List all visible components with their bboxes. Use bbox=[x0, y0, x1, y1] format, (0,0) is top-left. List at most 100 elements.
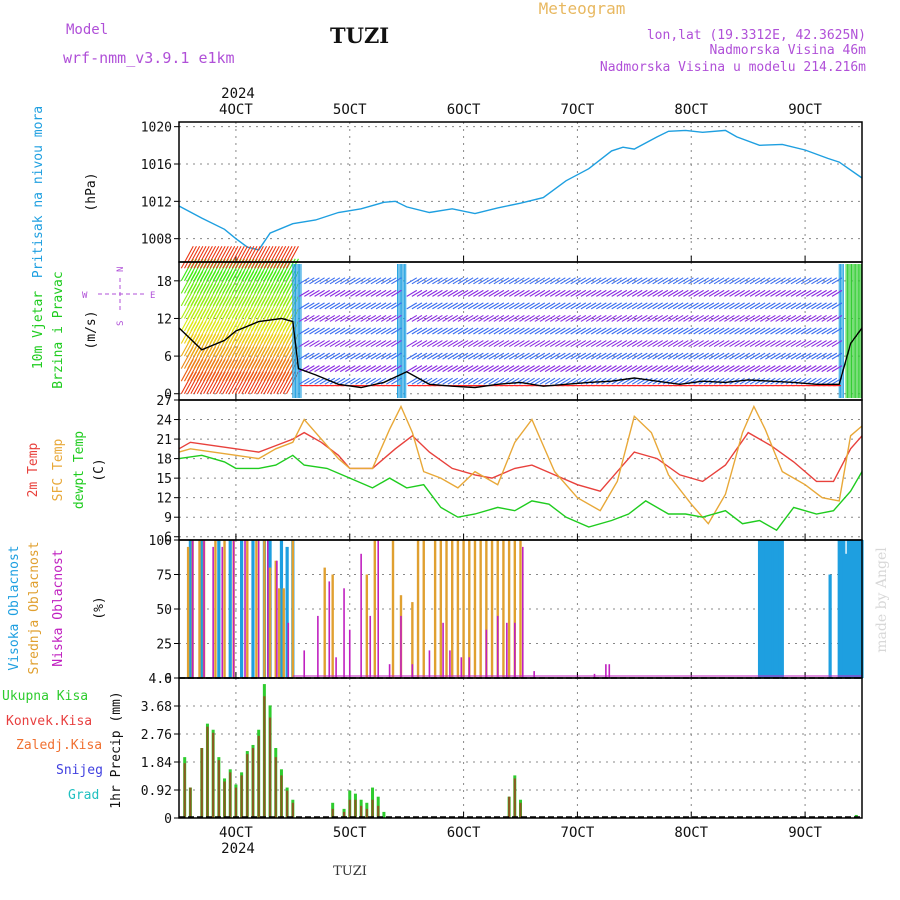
wind-barb bbox=[406, 377, 418, 385]
wind-barb bbox=[432, 352, 443, 360]
wind-barb bbox=[263, 246, 277, 269]
wind-barb bbox=[616, 340, 628, 348]
wind-barb bbox=[739, 314, 751, 322]
wind-barb bbox=[503, 365, 515, 373]
wind-barb bbox=[473, 302, 484, 310]
wind-barb bbox=[345, 352, 356, 360]
wind-barb bbox=[467, 352, 479, 360]
wind-barb bbox=[780, 365, 792, 373]
wind-barb bbox=[416, 377, 428, 385]
wind-barb bbox=[524, 314, 535, 322]
wind-barb bbox=[199, 246, 213, 269]
wind-barb bbox=[473, 277, 484, 285]
wind-barb bbox=[790, 314, 802, 322]
wind-barb bbox=[483, 289, 494, 297]
wind-barb bbox=[585, 327, 597, 335]
wind-barb bbox=[621, 340, 633, 348]
wind-barb bbox=[514, 314, 525, 322]
wind-barb bbox=[467, 289, 479, 297]
wind-barb bbox=[432, 302, 443, 310]
wind-barb bbox=[254, 246, 268, 269]
wind-barb bbox=[437, 365, 448, 373]
wind-barb bbox=[426, 377, 438, 385]
wind-barb bbox=[380, 340, 392, 348]
wind-barb bbox=[780, 289, 792, 297]
wind-barb bbox=[304, 352, 315, 360]
wind-barb bbox=[493, 377, 505, 385]
wind-barb bbox=[498, 302, 510, 310]
wind-barb bbox=[575, 314, 587, 322]
wind-barb bbox=[411, 365, 423, 373]
wind-barb bbox=[488, 302, 500, 310]
wind-barb bbox=[570, 365, 581, 373]
wind-barb bbox=[473, 365, 484, 373]
wind-barb bbox=[276, 246, 290, 269]
wind-barb bbox=[386, 352, 397, 360]
wind-barb bbox=[222, 246, 236, 269]
wind-barb bbox=[826, 327, 838, 335]
wind-barb bbox=[754, 314, 766, 322]
wind-barb bbox=[713, 340, 725, 348]
wind-barb bbox=[688, 352, 699, 360]
wind-barb bbox=[698, 365, 710, 373]
wind-barb bbox=[560, 302, 571, 310]
wind-barb bbox=[319, 314, 330, 322]
wind-barb bbox=[611, 289, 622, 297]
wind-barb bbox=[380, 277, 392, 285]
wind-barb bbox=[319, 365, 330, 373]
wind-barb bbox=[677, 340, 689, 348]
wind-barb bbox=[462, 327, 474, 335]
wind-barb bbox=[350, 289, 361, 297]
wind-barb bbox=[493, 352, 505, 360]
wind-barb bbox=[314, 302, 325, 310]
wind-barb bbox=[565, 327, 576, 335]
precip-legend-entry: Konvek.Kisa bbox=[6, 714, 92, 729]
wind-barb bbox=[806, 352, 817, 360]
wind-barb bbox=[534, 352, 546, 360]
y-tick-label: 12 bbox=[156, 312, 172, 327]
wind-barb bbox=[560, 365, 571, 373]
low_cloud-bar bbox=[303, 650, 306, 678]
wind-barb bbox=[570, 327, 581, 335]
wind-barb bbox=[596, 365, 607, 373]
wind-barb bbox=[698, 289, 710, 297]
wind-barb bbox=[549, 302, 561, 310]
wind-barb bbox=[411, 340, 423, 348]
wind-barb bbox=[580, 365, 592, 373]
wind-barb bbox=[744, 302, 756, 310]
wind-barb bbox=[457, 302, 469, 310]
model-altitude-label: Nadmorska Visina u modelu 214.216m bbox=[600, 60, 866, 75]
wind-barb bbox=[811, 277, 822, 285]
wind-barb bbox=[498, 377, 510, 385]
wind-barb bbox=[416, 340, 428, 348]
wind-barb bbox=[606, 327, 617, 335]
wind-barb bbox=[478, 327, 489, 335]
wind-barb bbox=[193, 246, 207, 269]
wind-barbs bbox=[180, 246, 862, 398]
wind-barb bbox=[585, 314, 597, 322]
wind-barb bbox=[739, 377, 751, 385]
wind-barb bbox=[677, 327, 689, 335]
wind-barb bbox=[724, 365, 735, 373]
wind-barb bbox=[462, 289, 474, 297]
conv_precip-bar bbox=[183, 763, 186, 818]
wind-barb bbox=[826, 340, 838, 348]
wind-barb bbox=[355, 314, 366, 322]
wind-barb bbox=[334, 302, 346, 310]
wind-barb bbox=[642, 340, 653, 348]
wind-barb bbox=[365, 340, 377, 348]
wind-barb bbox=[391, 377, 402, 385]
wind-barb bbox=[324, 277, 336, 285]
wind-barb bbox=[621, 302, 633, 310]
wind-barb bbox=[744, 289, 756, 297]
wind-barb bbox=[816, 365, 827, 373]
y-tick-label: 2.76 bbox=[141, 728, 172, 743]
mid_cloud-bar bbox=[274, 560, 277, 678]
wind-barb bbox=[539, 365, 551, 373]
wind-barb bbox=[345, 314, 356, 322]
top-time-tick-label: 9OCT bbox=[788, 102, 822, 118]
panel-temperature: 6 9 12 15 18 21 24 27 2m Temp SFC Temp dewpt Temp (… bbox=[26, 394, 863, 546]
wind-barb bbox=[519, 365, 530, 373]
wind-barb bbox=[637, 327, 648, 335]
wind-barb bbox=[529, 289, 541, 297]
